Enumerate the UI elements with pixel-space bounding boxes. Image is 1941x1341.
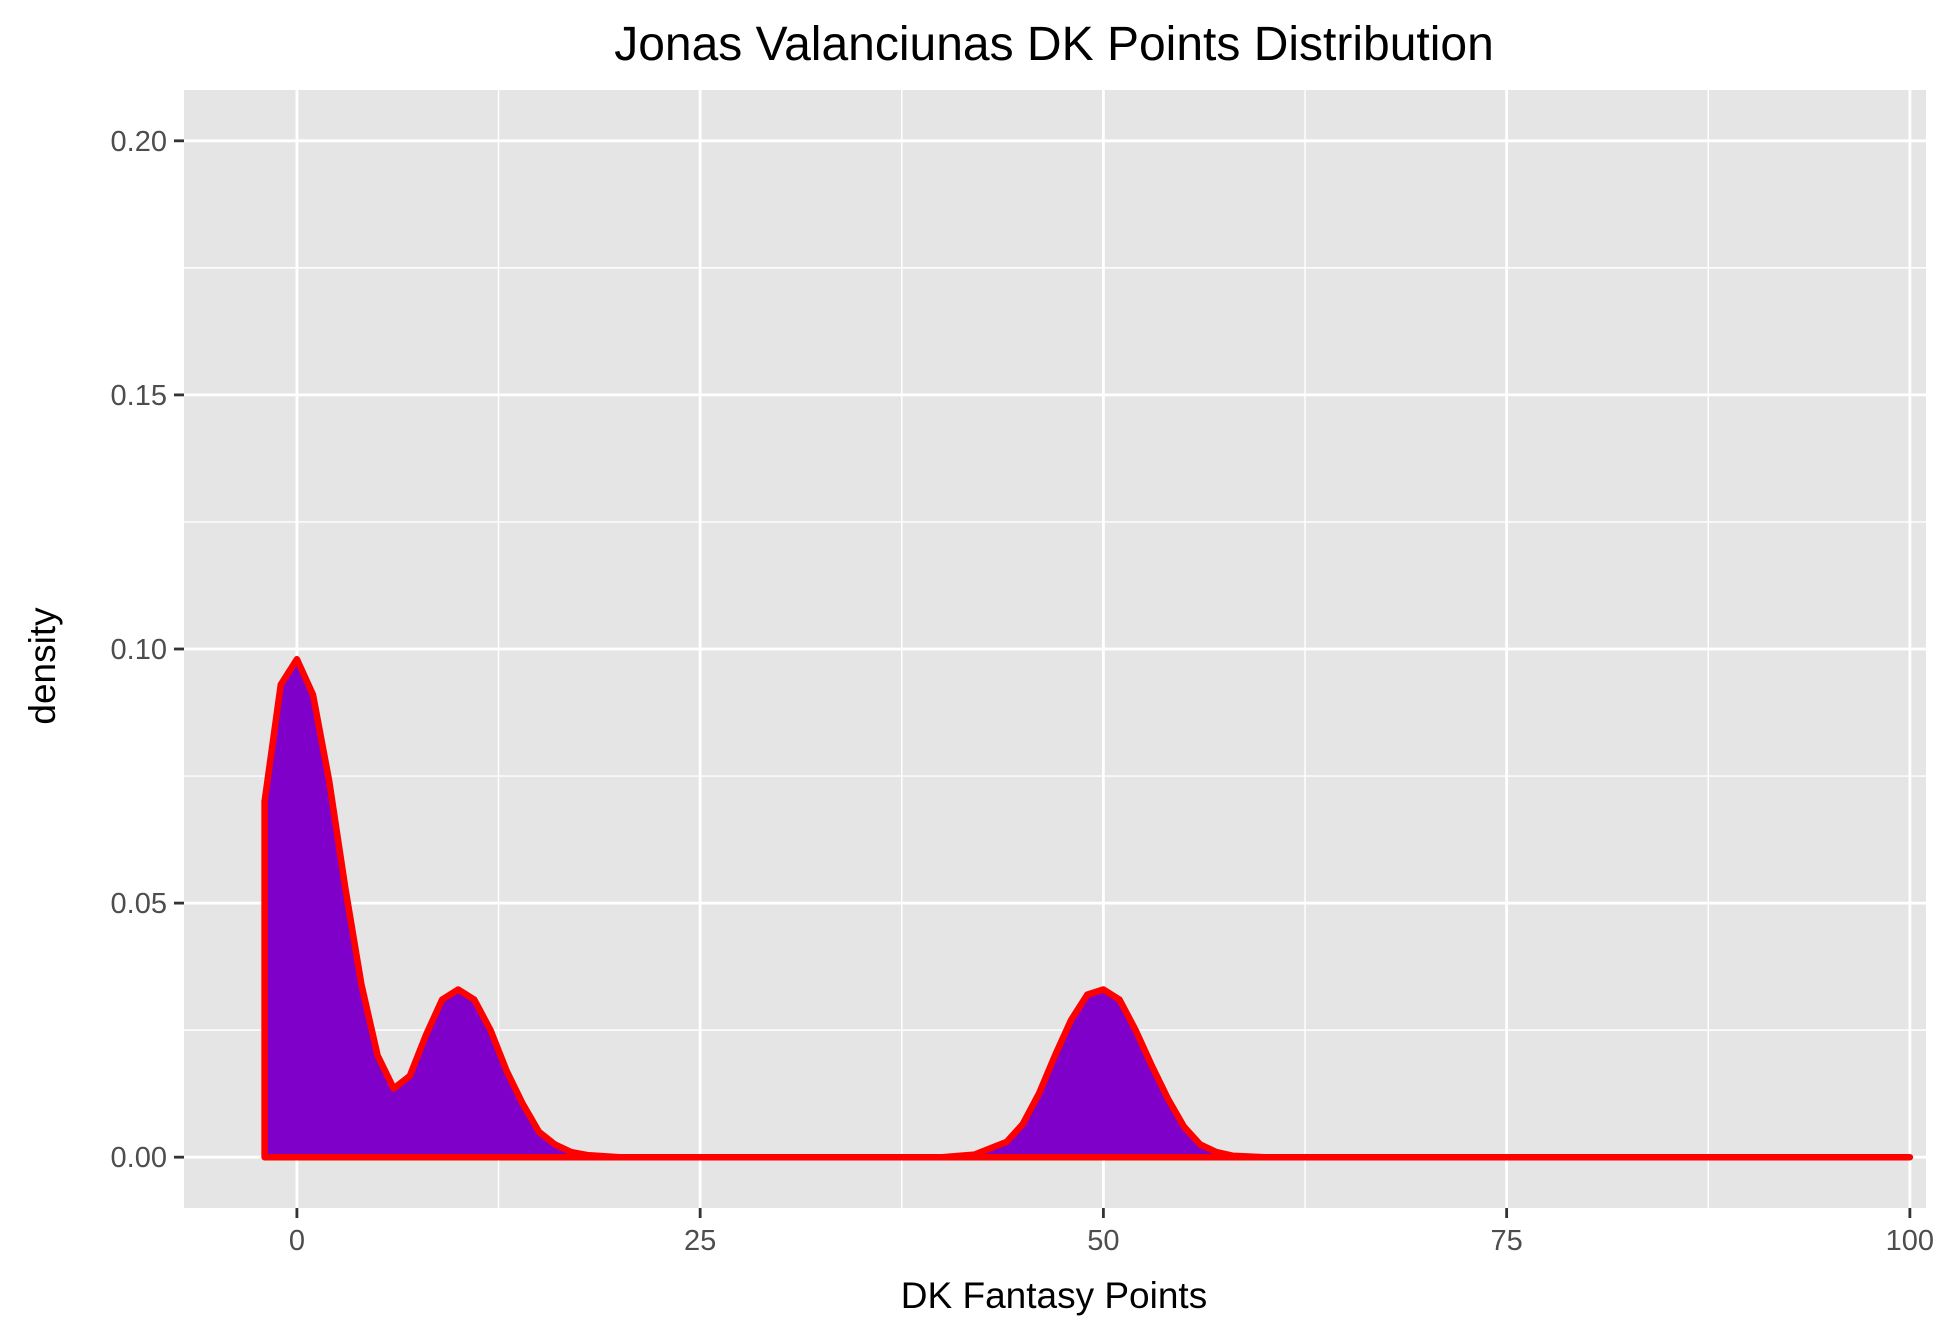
x-axis: 0 25 50 75 100 [289, 1208, 1934, 1257]
chart-title: Jonas Valanciunas DK Points Distribution [614, 18, 1494, 71]
x-tick-label: 50 [1087, 1225, 1119, 1257]
x-tick-label: 0 [289, 1225, 305, 1257]
y-tick-label: 0.05 [111, 888, 167, 920]
x-axis-title: DK Fantasy Points [901, 1275, 1207, 1316]
density-area [264, 659, 1910, 1158]
x-tick-label: 25 [684, 1225, 716, 1257]
y-tick-label: 0.00 [111, 1142, 167, 1174]
x-tick-label: 75 [1490, 1225, 1522, 1257]
x-tick-label: 100 [1886, 1225, 1934, 1257]
density-outline [261, 655, 1914, 1161]
y-axis: 0.00 0.05 0.10 0.15 0.20 [111, 126, 184, 1174]
y-axis-title: density [22, 607, 63, 725]
y-tick-label: 0.10 [111, 634, 167, 666]
y-tick-label: 0.15 [111, 380, 167, 412]
y-tick-label: 0.20 [111, 126, 167, 158]
